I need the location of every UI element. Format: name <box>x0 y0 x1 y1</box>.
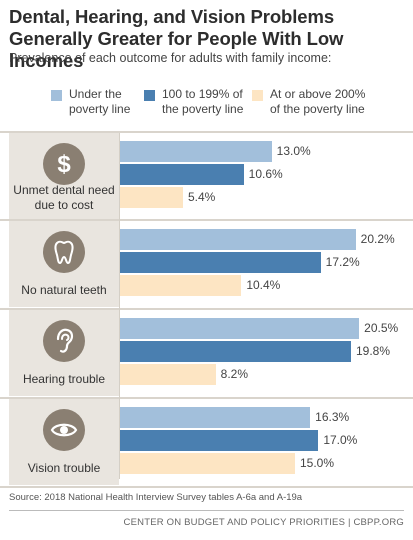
category-separator <box>0 308 413 310</box>
bar <box>120 364 216 385</box>
category-separator <box>0 397 413 399</box>
category-panel: $ Unmet dental need due to cost <box>9 133 119 219</box>
legend-swatch-under-poverty <box>51 90 62 101</box>
legend: Under the poverty line 100 to 199% of th… <box>0 87 413 127</box>
category-panel: Hearing trouble <box>9 310 119 396</box>
eye-icon <box>43 409 85 451</box>
svg-text:$: $ <box>57 151 71 178</box>
bar-value-label: 13.0% <box>276 144 311 158</box>
bar <box>120 407 311 428</box>
category-label: Hearing trouble <box>22 372 106 386</box>
bar-value-label: 20.5% <box>364 321 399 335</box>
category-separator <box>0 219 413 221</box>
chart-title: Dental, Hearing, and Vision Problems Gen… <box>9 6 344 71</box>
bar <box>120 164 244 185</box>
source-note: Source: 2018 National Health Interview S… <box>9 492 303 503</box>
bar <box>120 187 183 208</box>
category-separator <box>0 486 413 488</box>
bar <box>120 229 356 250</box>
bar-value-label: 15.0% <box>300 456 335 470</box>
bar <box>120 252 321 273</box>
category-separator <box>0 131 413 133</box>
chart-subtitle: Prevalence of each outcome for adults wi… <box>9 51 332 65</box>
bar-value-label: 19.8% <box>356 344 391 358</box>
legend-item-100-199: 100 to 199% of the poverty line <box>144 87 243 117</box>
bar-value-label: 5.4% <box>188 190 216 204</box>
bar-value-label: 17.2% <box>325 255 360 269</box>
legend-swatch-above-200 <box>252 90 263 101</box>
bar <box>120 430 319 451</box>
bar-value-label: 10.6% <box>248 167 283 181</box>
category-panel: No natural teeth <box>9 221 119 307</box>
footer-divider <box>9 510 404 511</box>
legend-item-above-200: At or above 200% of the poverty line <box>252 87 365 117</box>
legend-swatch-100-199 <box>144 90 155 101</box>
ear-icon <box>43 320 85 362</box>
category-label: Vision trouble <box>27 461 101 475</box>
bar <box>120 318 360 339</box>
category-label: No natural teeth <box>21 283 107 297</box>
bar-value-label: 8.2% <box>220 367 249 381</box>
legend-label-100-199: 100 to 199% of the poverty line <box>162 87 244 116</box>
baseline-axis <box>119 133 120 479</box>
bar <box>120 453 295 474</box>
bar-value-label: 17.0% <box>323 433 358 447</box>
tooth-icon <box>43 231 85 273</box>
legend-label-above-200: At or above 200% of the poverty line <box>270 87 366 116</box>
bar <box>120 275 242 296</box>
category-panel: Vision trouble <box>9 399 119 485</box>
legend-item-under-poverty: Under the poverty line <box>51 87 130 117</box>
footer-credit: CENTER ON BUDGET AND POLICY PRIORITIES |… <box>123 517 404 528</box>
bar <box>120 141 272 162</box>
bar-value-label: 10.4% <box>246 278 281 292</box>
legend-label-under-poverty: Under the poverty line <box>69 87 131 116</box>
bar-value-label: 20.2% <box>360 232 395 246</box>
category-label: Unmet dental need due to cost <box>13 183 115 212</box>
dollar-icon: $ <box>43 143 85 185</box>
bar <box>120 341 351 362</box>
bar-value-label: 16.3% <box>315 410 350 424</box>
